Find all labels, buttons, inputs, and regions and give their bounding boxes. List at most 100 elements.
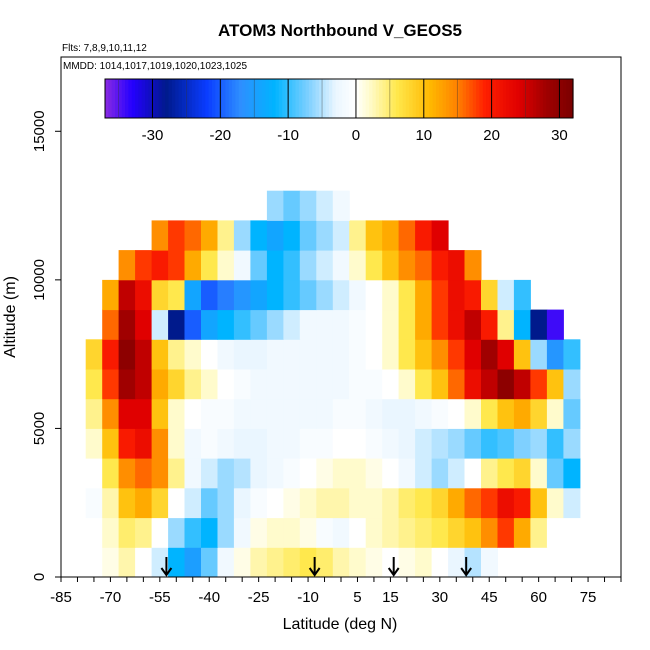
heatmap-cell — [250, 398, 268, 429]
heatmap-cell — [332, 220, 350, 251]
colorbar-segment — [238, 79, 243, 118]
heatmap-cell — [398, 250, 416, 281]
heatmap-cell — [217, 517, 235, 548]
heatmap-cell — [332, 250, 350, 281]
colorbar-segment — [245, 79, 250, 118]
colorbar-segment — [198, 79, 203, 118]
heatmap-cell — [382, 458, 400, 489]
colorbar-segment — [171, 79, 176, 118]
heatmap-cell — [415, 220, 433, 251]
colorbar-segment — [151, 79, 156, 118]
colorbar-segment — [359, 79, 363, 118]
heatmap-cell — [168, 369, 186, 400]
heatmap-cell — [168, 458, 186, 489]
heatmap-cell — [102, 428, 120, 459]
heatmap-cell — [513, 369, 531, 400]
heatmap-cell — [431, 398, 449, 429]
heatmap-cell — [365, 369, 383, 400]
colorbar-segment — [108, 79, 113, 118]
heatmap-cell — [299, 339, 317, 370]
colorbar-segment — [375, 79, 380, 118]
heatmap-cell — [398, 547, 416, 577]
heatmap-cell — [266, 428, 284, 459]
heatmap-cell — [299, 517, 317, 548]
heatmap-cell — [151, 220, 169, 251]
heatmap-cell — [464, 369, 482, 400]
colorbar-segment — [536, 79, 541, 118]
colorbar-segment — [322, 79, 327, 118]
heatmap-cell — [464, 547, 482, 577]
heatmap-cell — [168, 428, 186, 459]
heatmap-cell — [201, 398, 218, 429]
heatmap-cell — [415, 398, 433, 429]
heatmap-cell — [332, 279, 350, 311]
heatmap-cell — [530, 398, 548, 429]
heatmap-cell — [448, 250, 466, 281]
heatmap-cell — [151, 369, 169, 400]
colorbar-segment — [255, 79, 260, 118]
colorbar-tick-label: -10 — [277, 127, 299, 144]
heatmap-cell — [448, 517, 466, 548]
heatmap-cell — [250, 220, 268, 251]
heatmap-cell — [168, 398, 186, 429]
colorbar-segment — [128, 79, 133, 118]
heatmap-cell — [316, 428, 334, 459]
y-tick-label: 0 — [31, 573, 48, 581]
colorbar-segment — [445, 79, 450, 118]
heatmap-cell — [448, 309, 466, 340]
y-tick-label: 15000 — [31, 110, 48, 152]
heatmap-cell — [563, 458, 581, 489]
heatmap-cell — [250, 250, 268, 281]
heatmap-cell — [168, 547, 186, 577]
heatmap-cell — [250, 547, 268, 577]
heatmap-cell — [118, 279, 136, 311]
colorbar-segment — [332, 79, 337, 118]
heatmap-cell — [382, 428, 400, 459]
colorbar-segment — [529, 79, 534, 118]
heatmap-cell — [365, 458, 383, 489]
heatmap-cell — [283, 369, 301, 400]
heatmap-cell — [151, 517, 169, 548]
heatmap-cell — [349, 309, 367, 340]
colorbar-segment — [382, 79, 387, 118]
colorbar-segment — [476, 79, 480, 118]
colorbar-segment — [385, 79, 390, 118]
heatmap-cell — [349, 339, 367, 370]
colorbar-segment — [472, 79, 477, 118]
heatmap-cell — [201, 458, 218, 489]
heatmap-cell — [481, 458, 498, 489]
heatmap-cell — [217, 547, 235, 577]
heatmap-cell — [513, 398, 531, 429]
colorbar-segment — [318, 79, 323, 118]
heatmap-cell — [481, 517, 498, 548]
heatmap-cell — [168, 487, 186, 519]
heatmap-cell — [332, 487, 350, 519]
colorbar-segment — [278, 79, 283, 118]
heatmap-cell — [382, 487, 400, 519]
colorbar-tick-label: -20 — [209, 127, 231, 144]
heatmap-cell — [530, 309, 548, 340]
colorbar-segment — [462, 79, 467, 118]
colorbar-segment — [512, 79, 517, 118]
heatmap-cell — [283, 220, 301, 251]
heatmap-cell — [151, 458, 169, 489]
heatmap-cell — [398, 517, 416, 548]
heatmap-cell — [283, 517, 301, 548]
heatmap-cell — [118, 250, 136, 281]
heatmap-cell — [135, 398, 153, 429]
heatmap-cell — [135, 517, 153, 548]
colorbar-segment — [349, 79, 353, 118]
heatmap-cell — [481, 487, 498, 519]
heatmap-cell — [299, 487, 317, 519]
heatmap-cell — [497, 369, 515, 400]
colorbar-segment — [539, 79, 544, 118]
x-axis-label: Latitude (deg N) — [283, 616, 398, 633]
heatmap-cell — [563, 428, 581, 459]
colorbar-segment — [201, 79, 206, 118]
heatmap-cell — [431, 250, 449, 281]
colorbar-segment — [222, 79, 226, 118]
colorbar-segment — [542, 79, 547, 118]
heatmap-cell — [382, 398, 400, 429]
heatmap-cell — [217, 339, 235, 370]
